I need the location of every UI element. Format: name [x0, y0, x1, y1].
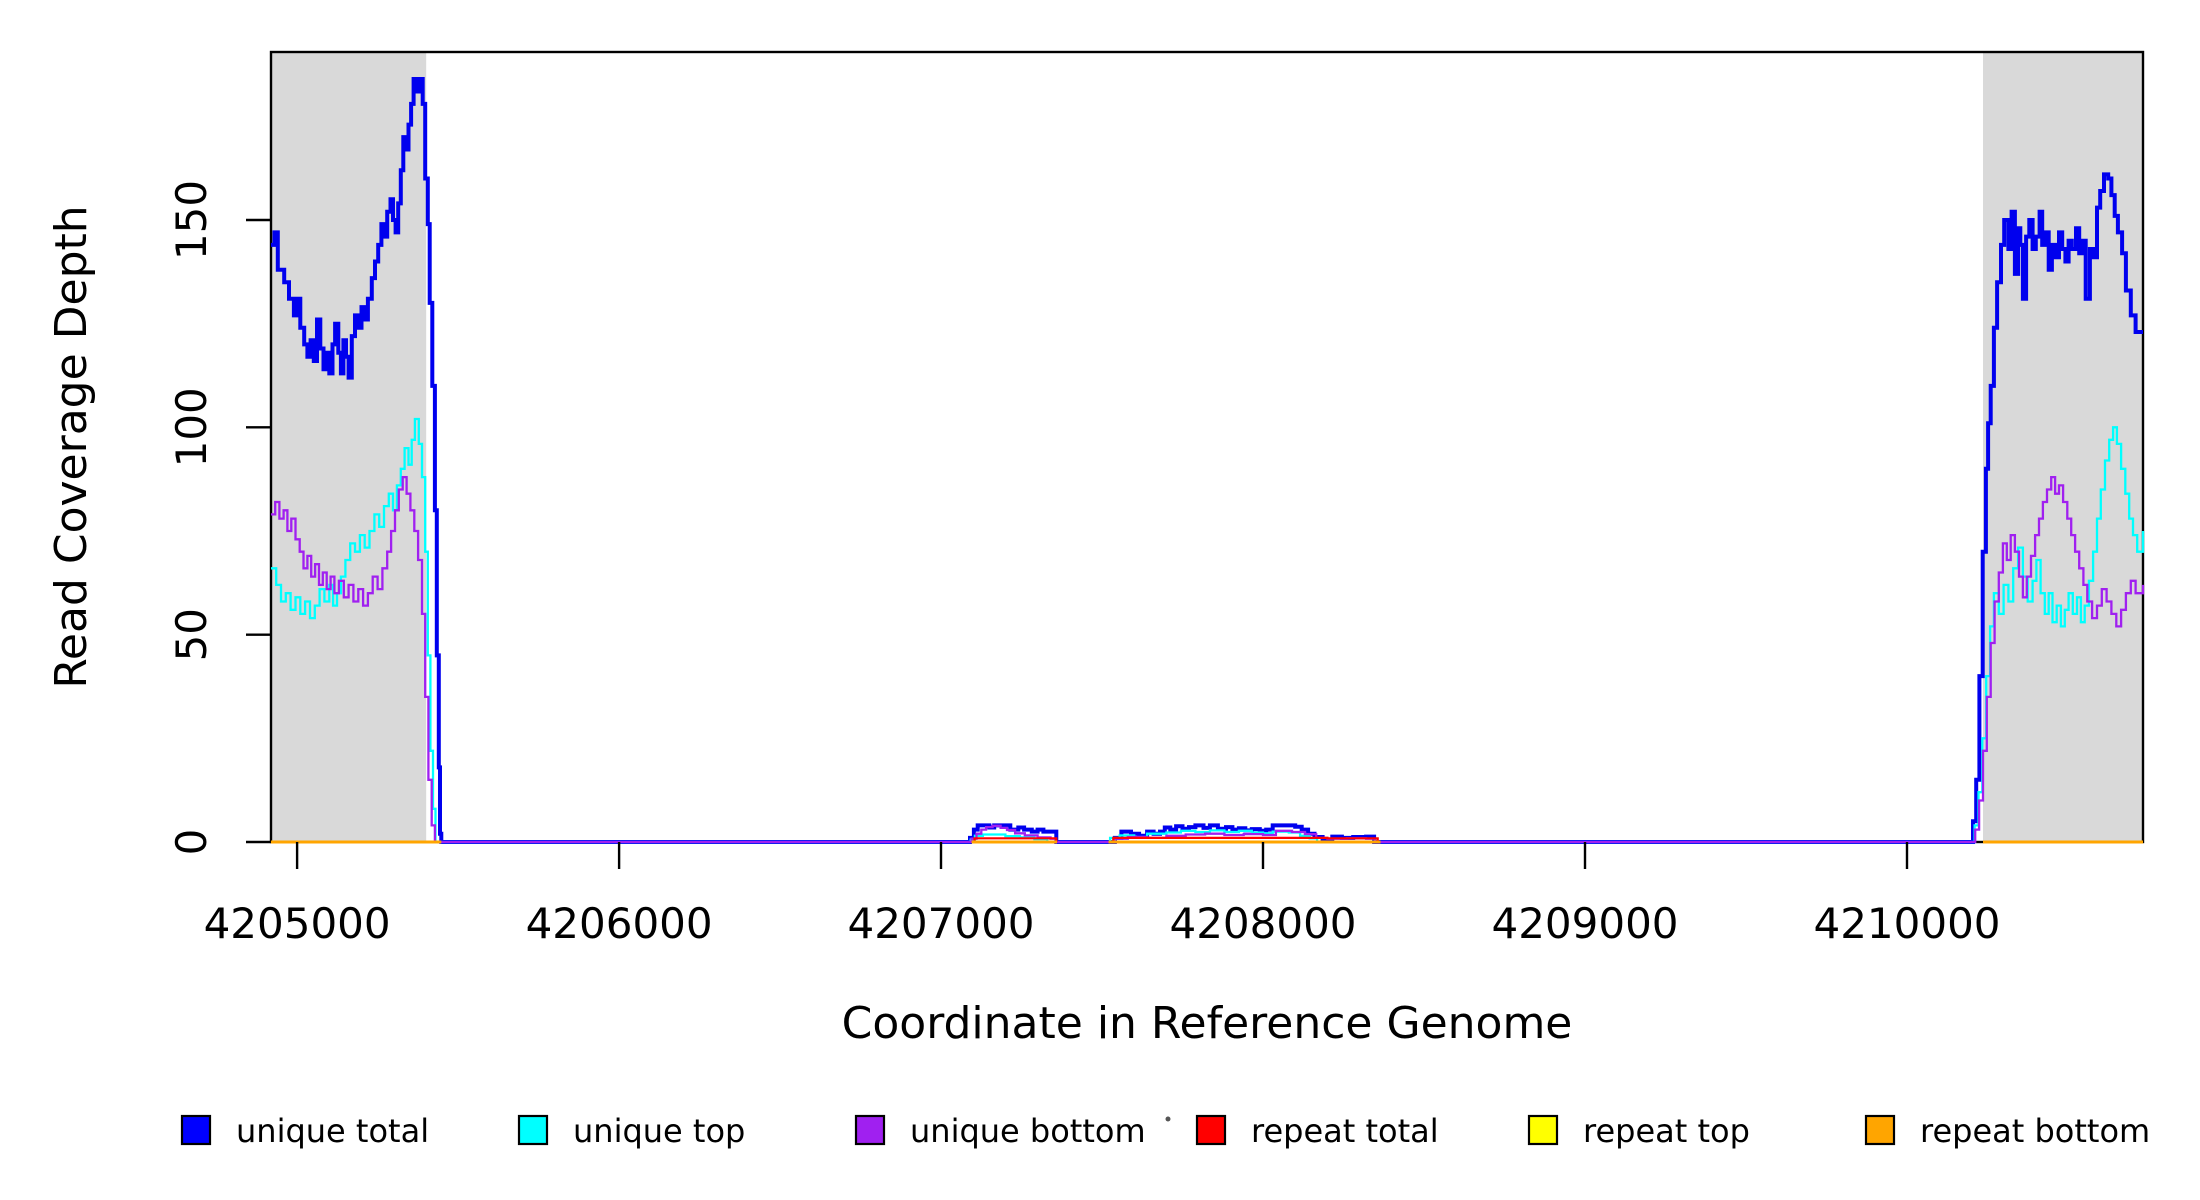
plot-border	[269, 50, 2145, 844]
x-tick-label: 4209000	[1491, 899, 1678, 948]
series-unique-total	[271, 77, 2143, 844]
legend-swatch	[517, 1114, 549, 1146]
x-tick-label: 4206000	[526, 899, 713, 948]
legend-swatch	[180, 1114, 212, 1146]
legend-swatch	[1527, 1114, 1559, 1146]
x-tick-label: 4205000	[204, 899, 391, 948]
right-repeat-block	[1983, 52, 2143, 842]
stray-dot	[1165, 1116, 1171, 1122]
y-tick-label: 50	[167, 608, 216, 661]
y-tick-label: 150	[167, 180, 216, 260]
x-tick-label: 4208000	[1169, 899, 1356, 948]
series-unique-top	[271, 417, 2145, 844]
legend-item-repeat-top: repeat top	[1527, 1112, 1750, 1150]
legend-item-unique-bottom: unique bottom	[854, 1112, 1146, 1150]
legend-label: unique total	[236, 1112, 429, 1150]
axes-ticks	[246, 218, 1909, 869]
legend-swatch	[854, 1114, 886, 1146]
x-tick-label: 4207000	[847, 899, 1034, 948]
tick-labels: 4205000 4206000 4207000 4208000 4209000 42100…	[167, 180, 2001, 948]
y-axis-title: Read Coverage Depth	[46, 205, 97, 688]
series-unique-bottom	[271, 475, 2145, 844]
legend: unique total unique top unique bottom repea…	[180, 1112, 2150, 1150]
legend-label: repeat total	[1251, 1112, 1439, 1150]
repeat-region-shading	[271, 52, 2143, 842]
legend-label: repeat bottom	[1920, 1112, 2150, 1150]
legend-item-repeat-bottom: repeat bottom	[1864, 1112, 2150, 1150]
legend-swatch	[1195, 1114, 1227, 1146]
y-tick-label: 0	[167, 829, 216, 856]
x-tick-label: 4210000	[1813, 899, 2000, 948]
legend-swatch	[1864, 1114, 1896, 1146]
legend-label: unique bottom	[910, 1112, 1146, 1150]
legend-item-repeat-total: repeat total	[1195, 1112, 1439, 1150]
x-axis-title: Coordinate in Reference Genome	[842, 998, 1573, 1049]
legend-label: repeat top	[1583, 1112, 1750, 1150]
y-tick-label: 100	[167, 387, 216, 467]
legend-item-unique-total: unique total	[180, 1112, 429, 1150]
legend-label: unique top	[573, 1112, 745, 1150]
series-lines	[271, 77, 2145, 844]
legend-item-unique-top: unique top	[517, 1112, 745, 1150]
